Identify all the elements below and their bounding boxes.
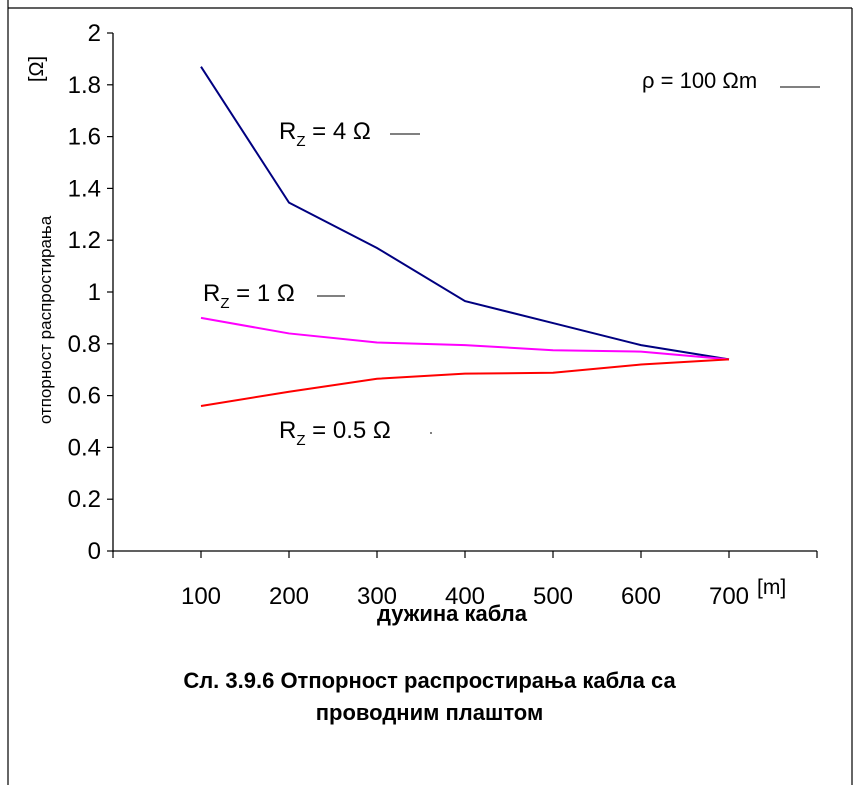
x-tick-label: 200 bbox=[269, 583, 309, 610]
x-tick-label: 700 bbox=[709, 583, 749, 610]
y-tick-label: 2 bbox=[88, 20, 101, 47]
y-tick-label: 0 bbox=[88, 538, 101, 565]
rho-annotation-bg bbox=[632, 62, 780, 98]
y-tick-label: 0.6 bbox=[68, 383, 101, 410]
series-label-2: RZ = 0.5 Ω bbox=[279, 417, 391, 449]
y-tick-label: 0.4 bbox=[68, 434, 101, 461]
labels-layer: RZ = 4 Ω RZ = 1 Ω RZ = 0.5 Ω ρ = 100 Ωm bbox=[192, 62, 820, 452]
series-label-bg bbox=[270, 115, 390, 153]
axes: 0 0.2 0.4 0.6 0.8 1 1.2 1.4 1.6 1.8 2 100 200 300 400 5… bbox=[68, 20, 818, 610]
caption: Сл. 3.9.6 Отпорност распростирања кабла … bbox=[0, 668, 859, 726]
x-tick-label: 600 bbox=[621, 583, 661, 610]
x-axis-label: дужина кабла bbox=[377, 601, 528, 626]
series-label-0: RZ = 4 Ω bbox=[279, 118, 371, 150]
caption-line-2: проводним плаштом bbox=[315, 700, 544, 725]
y-tick-label: 1.6 bbox=[68, 124, 101, 151]
x-tick-label: 100 bbox=[181, 583, 221, 610]
y-tick-label: 1.2 bbox=[68, 227, 101, 254]
x-axis-unit: [m] bbox=[757, 576, 786, 599]
x-tick-label: 300 bbox=[357, 583, 397, 610]
series-layer bbox=[200, 66, 730, 407]
x-tick-label: 400 bbox=[445, 583, 485, 610]
rho-annotation: ρ = 100 Ωm bbox=[642, 68, 757, 93]
y-axis-label: отпорност распростирања bbox=[36, 215, 55, 424]
series-label-bg bbox=[270, 414, 430, 452]
series-line-0 bbox=[200, 66, 730, 361]
y-tick-label: 1.4 bbox=[68, 175, 101, 202]
y-tick-label: 1 bbox=[88, 279, 101, 306]
y-tick-label: 0.8 bbox=[68, 331, 101, 358]
caption-line-1: Сл. 3.9.6 Отпорност распростирања кабла … bbox=[183, 668, 676, 693]
y-tick-label: 1.8 bbox=[68, 72, 101, 99]
x-tick-label: 500 bbox=[533, 583, 573, 610]
y-axis-unit: [Ω] bbox=[26, 56, 48, 82]
series-label-bg bbox=[192, 277, 317, 315]
series-label-1: RZ = 1 Ω bbox=[203, 280, 295, 312]
series-line-2 bbox=[200, 358, 730, 407]
series-line-1 bbox=[200, 316, 730, 361]
y-tick-label: 0.2 bbox=[68, 486, 101, 513]
